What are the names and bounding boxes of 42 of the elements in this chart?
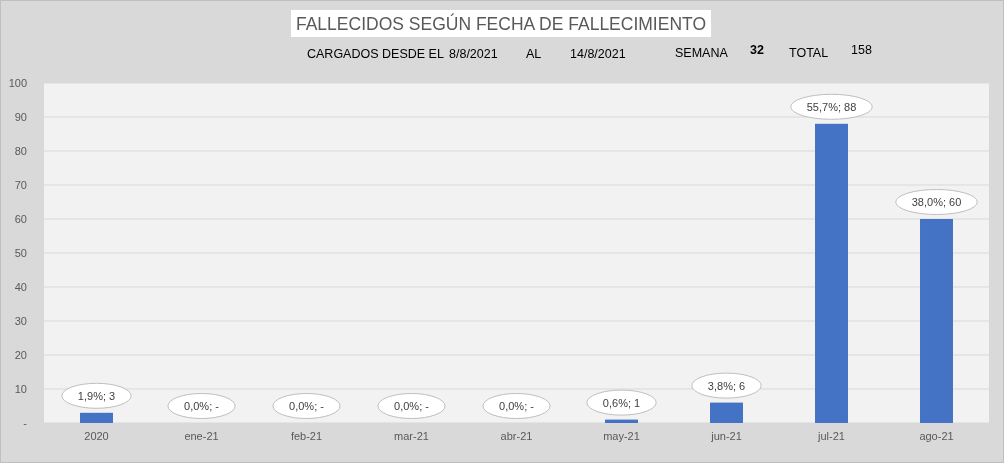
text: 32 (750, 43, 764, 57)
text: AL (526, 47, 542, 61)
data-label: 0,6%; 1 (602, 396, 641, 409)
x-tick-label: 2020 (84, 429, 109, 442)
text: 8/8/2021 (449, 47, 498, 61)
x-tick-label: feb-21 (290, 429, 323, 442)
y-tick-label: 40 (14, 281, 27, 294)
bar (710, 402, 743, 423)
x-tick-label: may-21 (603, 429, 640, 442)
y-tick-label: - (23, 417, 28, 430)
y-tick-label: 100 (8, 77, 27, 90)
data-label: 0,0%; - (184, 400, 220, 412)
y-tick-label: 20 (14, 349, 27, 362)
bar (80, 412, 113, 423)
data-label: 1,9%; 3 (77, 389, 116, 402)
data-label: 0,0%; - (289, 400, 325, 412)
y-tick-label: 90 (14, 111, 27, 124)
text: SEMANA (675, 46, 729, 60)
x-tick-label: jun-21 (710, 429, 742, 442)
data-label: 0,0%; - (499, 400, 535, 412)
y-tick-label: 50 (14, 247, 27, 260)
data-label: 3,8%; 6 (707, 379, 746, 392)
text: 14/8/2021 (570, 47, 626, 61)
y-tick-label: 30 (14, 315, 27, 328)
x-tick-label: ago-21 (919, 429, 954, 442)
text: TOTAL (789, 46, 829, 60)
x-tick-label: mar-21 (394, 429, 429, 442)
y-tick-label: 70 (14, 179, 27, 192)
y-tick-label: 10 (14, 383, 27, 396)
x-tick-label: ene-21 (184, 429, 219, 442)
chart-title: FALLECIDOS SEGÚN FECHA DE FALLECIMIENTO (295, 13, 707, 34)
text: 158 (851, 43, 872, 57)
y-tick-label: 80 (14, 145, 27, 158)
text: CARGADOS DESDE EL (307, 47, 444, 61)
bar (815, 123, 848, 423)
data-label: 55,7%; 88 (806, 100, 857, 113)
data-label: 38,0%; 60 (911, 196, 962, 208)
x-tick-label: jul-21 (817, 429, 845, 442)
y-tick-label: 60 (14, 213, 27, 226)
data-label: 0,0%; - (394, 400, 430, 412)
x-tick-label: abr-21 (500, 429, 533, 442)
bar (920, 219, 953, 423)
